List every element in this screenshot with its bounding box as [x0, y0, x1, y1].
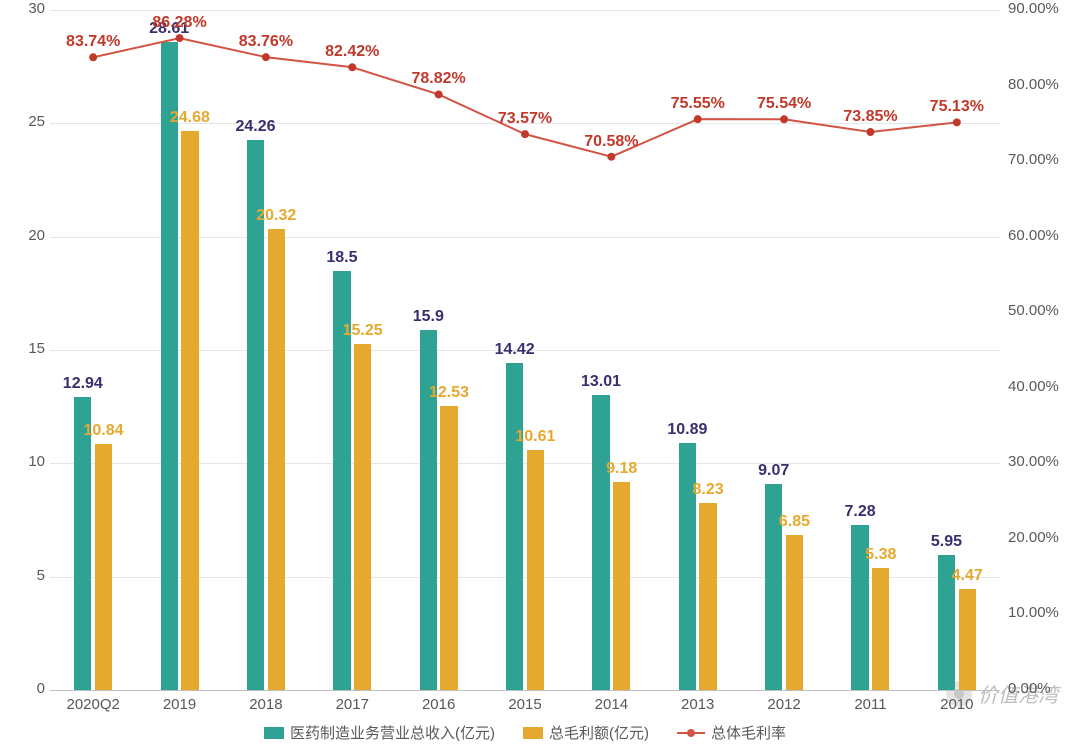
line-marker: [694, 115, 702, 123]
line-marker: [348, 63, 356, 71]
line-value-label: 86.28%: [152, 14, 206, 32]
line-marker: [521, 130, 529, 138]
combo-chart: 医药制造业务营业总收入(亿元)总毛利额(亿元)总体毛利率 价值港湾 051015…: [0, 0, 1080, 748]
line-value-label: 78.82%: [411, 70, 465, 88]
line-value-label: 75.54%: [757, 95, 811, 113]
line-value-label: 73.57%: [498, 110, 552, 128]
line-marker: [607, 153, 615, 161]
line-value-label: 83.76%: [239, 33, 293, 51]
line-marker: [953, 118, 961, 126]
line-value-label: 70.58%: [584, 133, 638, 151]
line-value-label: 75.13%: [930, 98, 984, 116]
line-value-label: 75.55%: [671, 95, 725, 113]
line-marker: [89, 53, 97, 61]
line-value-label: 73.85%: [843, 108, 897, 126]
line-value-label: 83.74%: [66, 33, 120, 51]
line-marker: [435, 90, 443, 98]
line-marker: [262, 53, 270, 61]
line-value-label: 82.42%: [325, 43, 379, 61]
line-marker: [780, 115, 788, 123]
line-marker: [176, 34, 184, 42]
line-marker: [866, 128, 874, 136]
